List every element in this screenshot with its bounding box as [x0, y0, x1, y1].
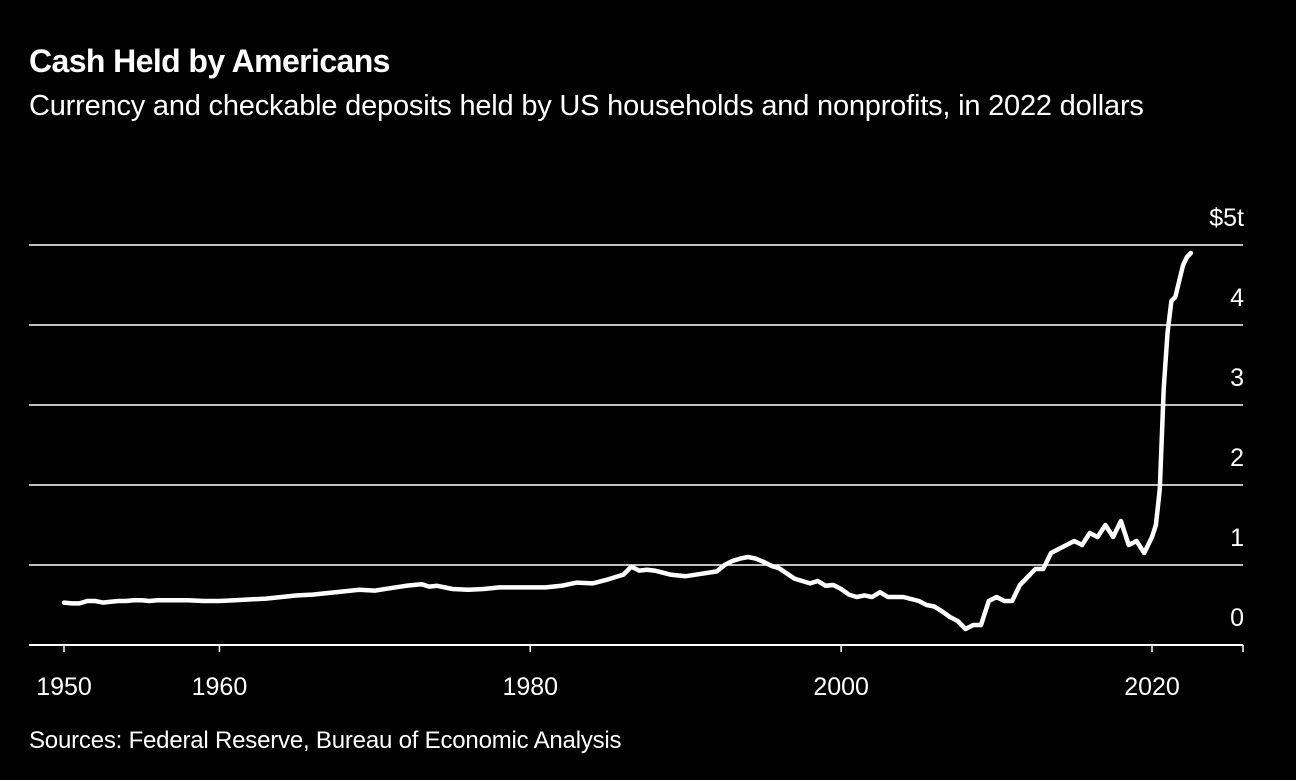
- chart-subtitle: Currency and checkable deposits held by …: [29, 90, 1144, 122]
- y-tick-label: $5t: [1209, 204, 1244, 232]
- x-tick-label: 2000: [813, 673, 869, 701]
- x-tick-label: 1950: [36, 673, 92, 701]
- y-tick-label: 2: [1230, 444, 1244, 472]
- y-tick-label: 4: [1230, 284, 1244, 312]
- source-note: Sources: Federal Reserve, Bureau of Econ…: [29, 727, 622, 754]
- y-tick-label: 3: [1230, 364, 1244, 392]
- series-line-0: [61, 250, 1194, 632]
- y-tick-label: 1: [1230, 524, 1244, 552]
- x-tick-label: 2020: [1124, 673, 1180, 701]
- y-tick-label: 0: [1230, 604, 1244, 632]
- x-tick-label: 1960: [192, 673, 248, 701]
- chart-title: Cash Held by Americans: [29, 43, 390, 79]
- x-tick-label: 1980: [502, 673, 558, 701]
